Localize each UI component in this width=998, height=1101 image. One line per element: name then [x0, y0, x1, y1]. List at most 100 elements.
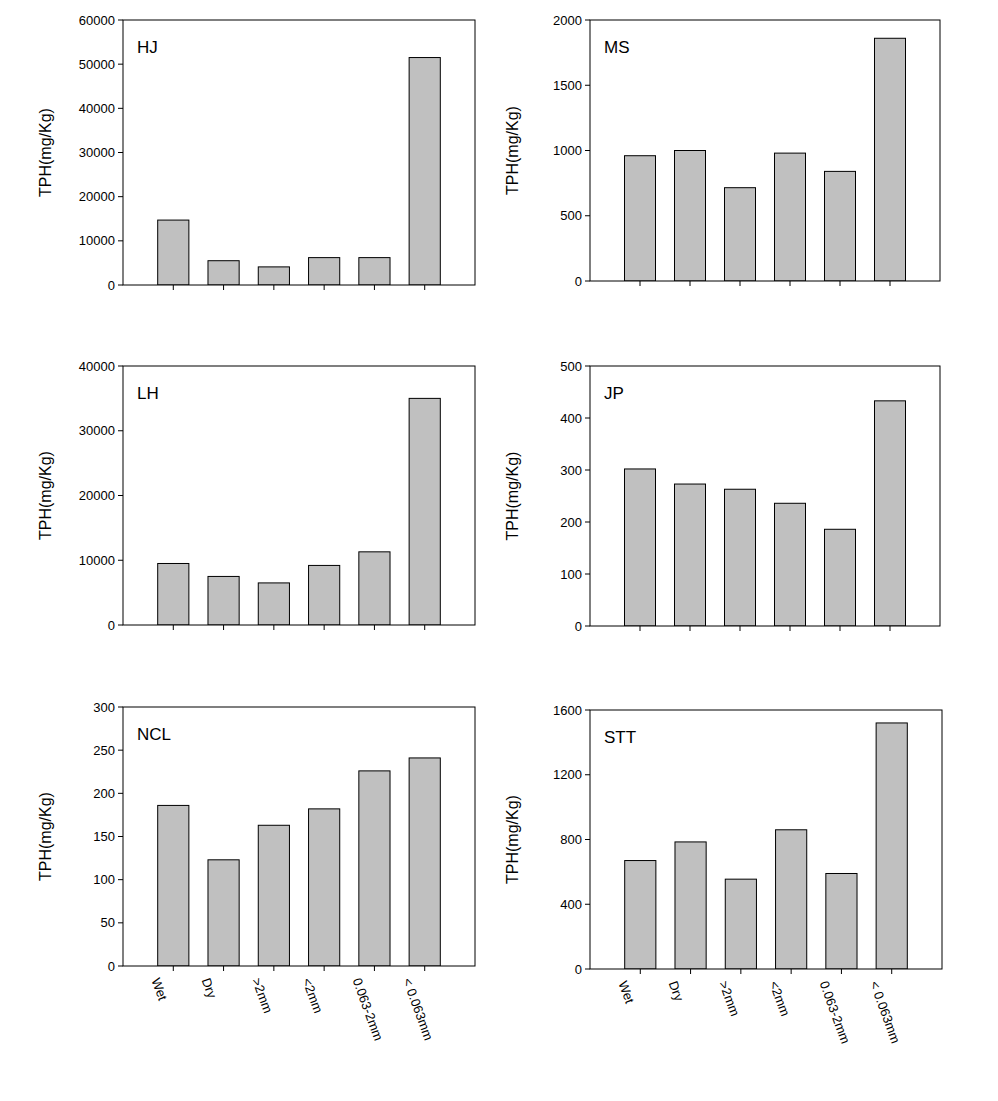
y-tick [585, 281, 590, 282]
y-tick-label: 500 [560, 208, 582, 223]
y-tick-label: 0 [575, 962, 582, 977]
x-tick [791, 969, 792, 974]
y-axis-label: TPH(mg/Kg) [37, 108, 54, 197]
y-tick-label: 250 [93, 743, 115, 758]
y-tick [585, 215, 590, 216]
x-tick [324, 285, 325, 290]
bar [208, 576, 239, 625]
bar [258, 267, 289, 285]
x-tick [840, 626, 841, 631]
x-tick-label: 0.063-2mm [817, 979, 854, 1046]
bar [675, 484, 706, 626]
y-tick [585, 85, 590, 86]
panel-title: MS [604, 38, 630, 57]
y-tick-label: 60000 [79, 13, 115, 28]
y-tick [118, 966, 123, 967]
y-axis-label: TPH(mg/Kg) [504, 795, 521, 884]
bar [208, 261, 239, 285]
bar [725, 489, 756, 626]
y-tick-label: 200 [93, 786, 115, 801]
x-tick [424, 625, 425, 630]
bar [625, 861, 656, 969]
y-tick [585, 366, 590, 367]
y-tick-label: 0 [108, 618, 115, 633]
panel: 0100002000030000400005000060000HJTPH(mg/… [37, 13, 475, 293]
y-tick-label: 40000 [79, 101, 115, 116]
y-tick [118, 750, 123, 751]
x-tick [640, 969, 641, 974]
x-tick [273, 966, 274, 971]
x-tick [374, 625, 375, 630]
x-tick [740, 626, 741, 631]
bar [625, 469, 656, 626]
bars [625, 723, 908, 969]
x-tick [324, 966, 325, 971]
y-tick [118, 922, 123, 923]
x-tick [790, 626, 791, 631]
bar [309, 809, 340, 966]
bar [409, 758, 440, 966]
y-tick [118, 625, 123, 626]
y-tick-label: 20000 [79, 488, 115, 503]
x-tick [890, 626, 891, 631]
y-tick-label: 30000 [79, 423, 115, 438]
y-tick [585, 839, 590, 840]
y-tick-label: 10000 [79, 233, 115, 248]
y-tick-label: 500 [560, 359, 582, 374]
bar [258, 583, 289, 625]
y-tick [118, 285, 123, 286]
bar [776, 830, 807, 969]
y-tick-label: 2000 [553, 13, 582, 28]
x-tick-label: Wet [615, 979, 637, 1006]
bar [725, 879, 756, 969]
bar [625, 156, 656, 281]
x-tick [223, 625, 224, 630]
bars [625, 38, 906, 281]
plot-frame [123, 20, 475, 285]
y-tick [585, 418, 590, 419]
y-tick [118, 108, 123, 109]
bar [876, 723, 907, 969]
panel: 050100150200250300WetDry>2mm<2mm0.063-2m… [37, 700, 475, 1043]
y-tick [585, 969, 590, 970]
bar [158, 805, 189, 966]
y-tick [118, 152, 123, 153]
y-tick [585, 470, 590, 471]
y-tick [585, 904, 590, 905]
x-tick [841, 969, 842, 974]
y-tick [585, 710, 590, 711]
plot-frame [590, 20, 940, 281]
x-tick-label: <2mm [299, 976, 326, 1015]
bar [158, 220, 189, 285]
panel: 0100200300400500JPTPH(mg/Kg) [504, 359, 940, 634]
y-axis-label: TPH(mg/Kg) [504, 106, 521, 195]
bar [409, 58, 440, 285]
x-tick [424, 966, 425, 971]
y-tick [118, 879, 123, 880]
panel-title: HJ [137, 38, 158, 57]
y-tick-label: 150 [93, 829, 115, 844]
y-tick-label: 100 [93, 872, 115, 887]
x-tick [424, 285, 425, 290]
bar [208, 860, 239, 966]
y-tick [118, 240, 123, 241]
y-tick-label: 0 [575, 274, 582, 289]
bar [875, 401, 906, 626]
x-tick [740, 281, 741, 286]
x-tick [640, 626, 641, 631]
y-tick-label: 50000 [79, 57, 115, 72]
y-tick-label: 50 [101, 915, 115, 930]
y-tick-label: 30000 [79, 145, 115, 160]
x-tick [891, 969, 892, 974]
panel-title: JP [604, 384, 624, 403]
y-tick-label: 20000 [79, 189, 115, 204]
bar [359, 552, 390, 625]
bar [826, 873, 857, 969]
x-tick [374, 285, 375, 290]
x-tick [890, 281, 891, 286]
panel: 0500100015002000MSTPH(mg/Kg) [504, 13, 940, 289]
y-tick-label: 800 [560, 832, 582, 847]
y-tick [118, 64, 123, 65]
plot-frame [123, 366, 475, 625]
bar [309, 565, 340, 625]
